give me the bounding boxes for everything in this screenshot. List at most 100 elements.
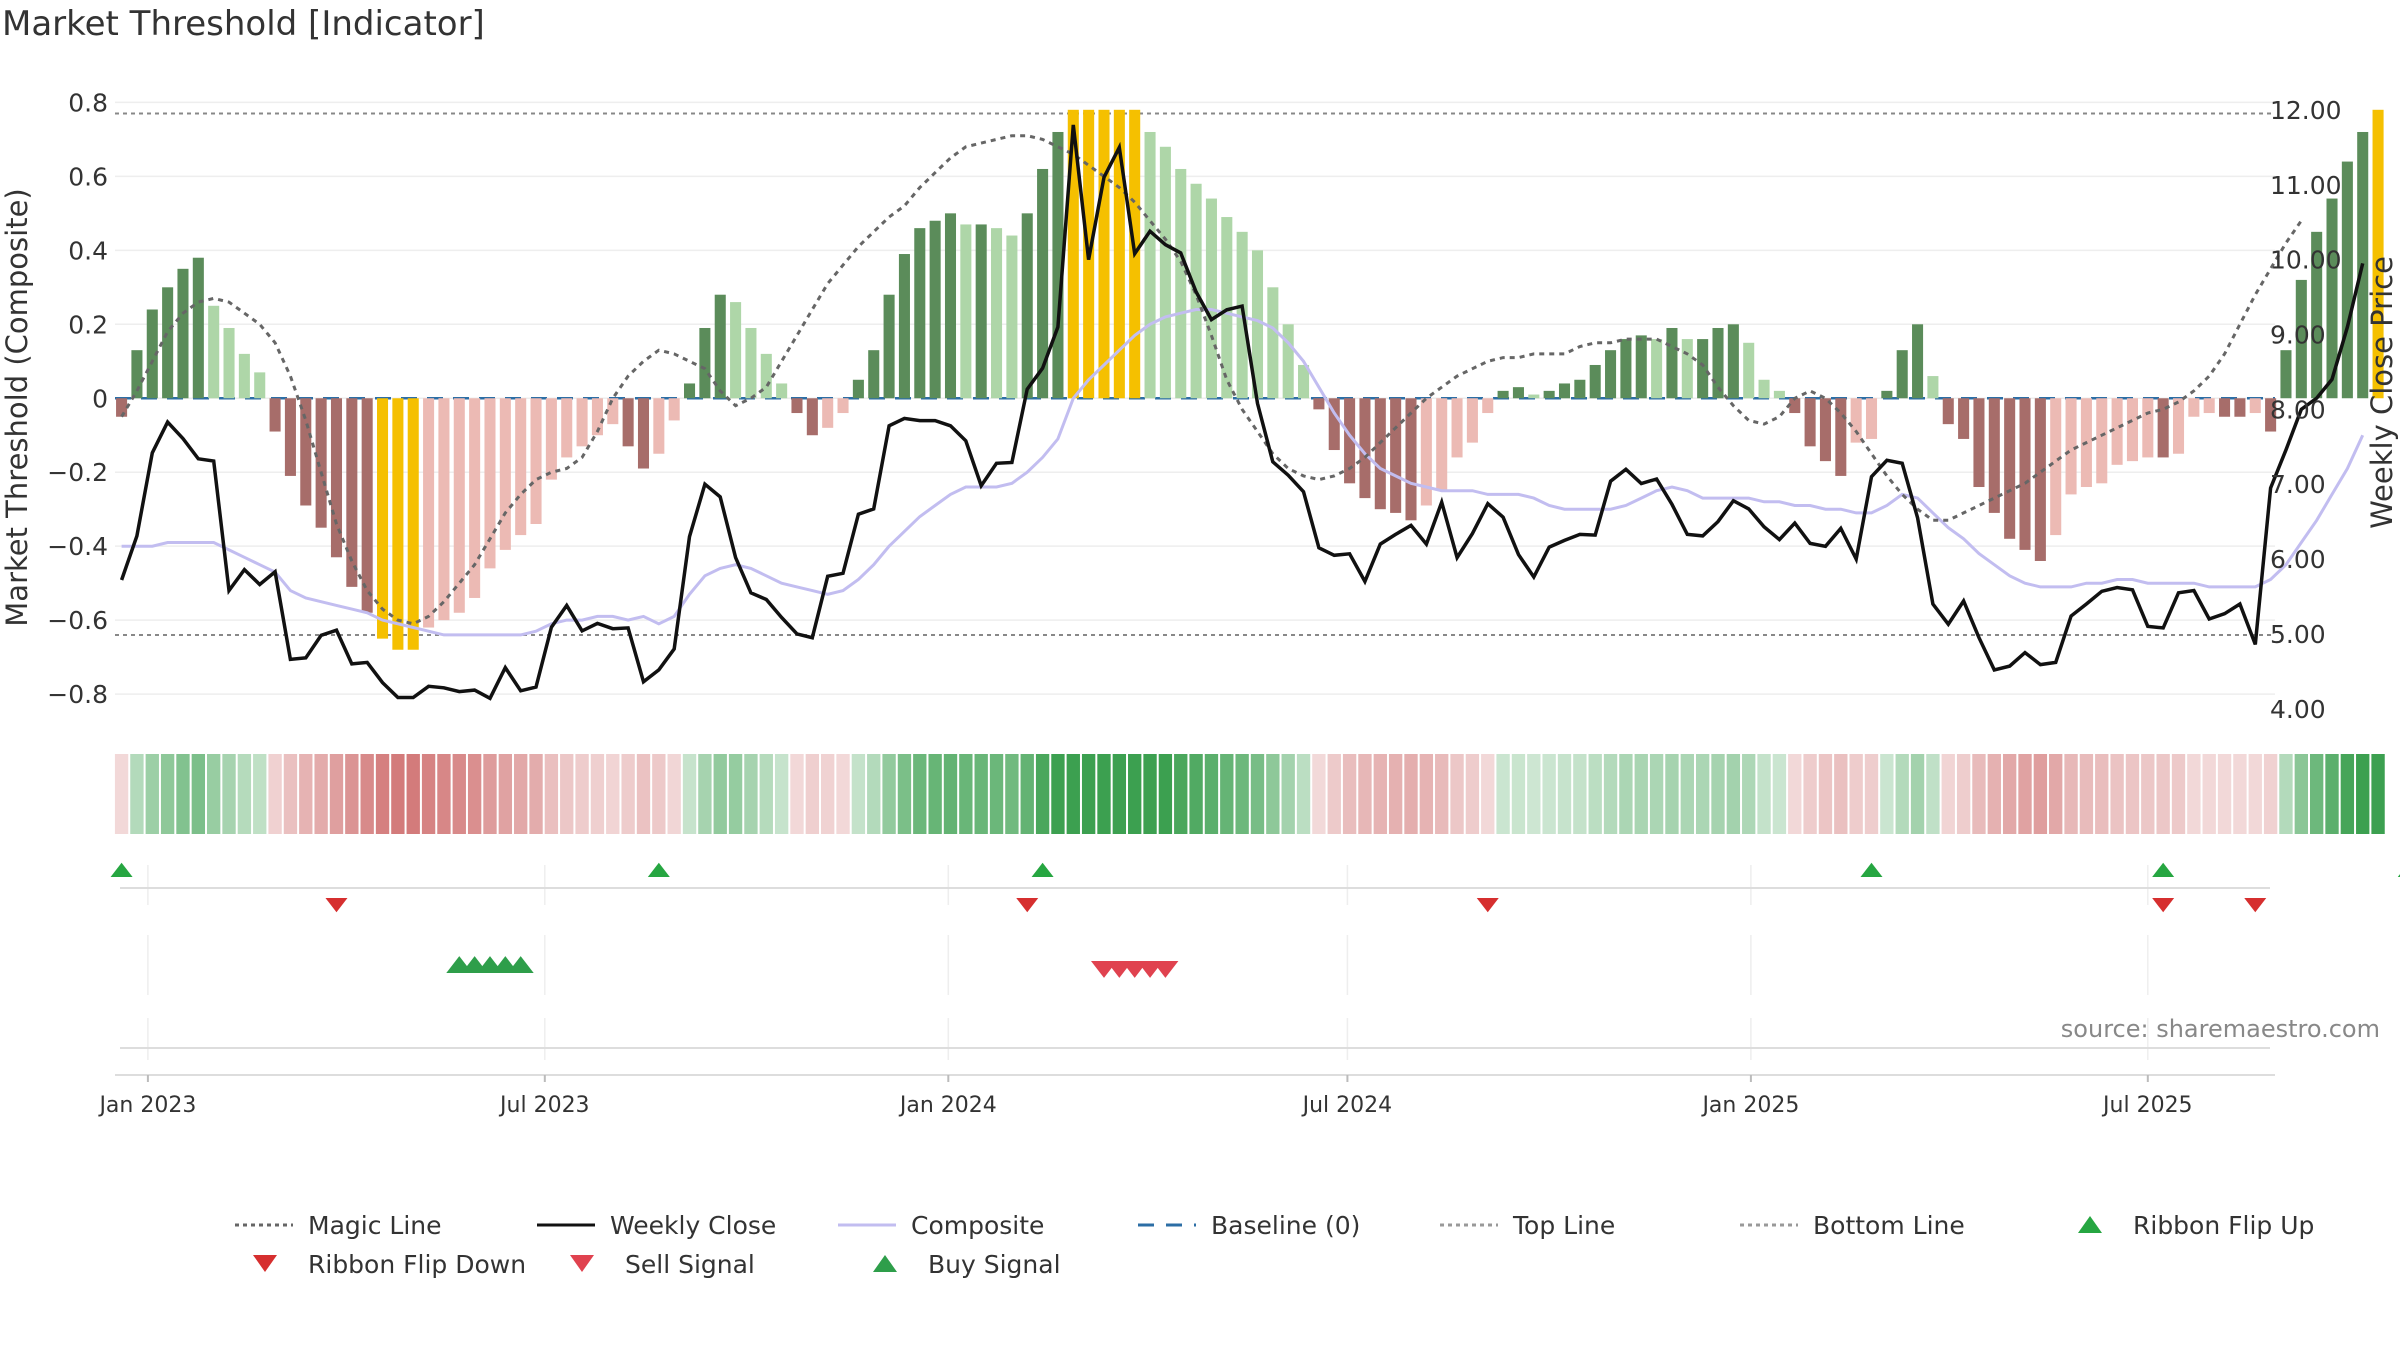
composite-bars: [116, 109, 2384, 650]
ribbon-cell: [1435, 754, 1449, 834]
composite-bar: [2203, 398, 2215, 414]
legend-swatch: [253, 1255, 277, 1272]
left-tick-label: −0.4: [47, 532, 108, 561]
ribbon-cell: [836, 754, 850, 834]
composite-bar: [2249, 398, 2261, 414]
composite-bar: [2219, 398, 2231, 417]
ribbon-cell: [636, 754, 651, 834]
composite-bar: [1221, 217, 1233, 399]
composite-bar: [1405, 398, 1417, 521]
ribbon-cell: [1634, 754, 1648, 834]
ribbon-cell: [237, 754, 252, 834]
ribbon-cell: [1327, 754, 1341, 834]
ribbon-cell: [897, 754, 912, 834]
composite-bar: [1574, 379, 1586, 399]
legend-label: Sell Signal: [625, 1250, 755, 1279]
composite-bar: [1298, 364, 1310, 399]
ribbon-cell: [1511, 754, 1526, 834]
right-tick-label: 8.00: [2270, 395, 2326, 424]
ribbon-cell: [2202, 754, 2216, 834]
composite-bar: [2096, 398, 2108, 484]
ribbon-flip-up-marker: [2397, 874, 2400, 877]
composite-bar: [2034, 398, 2046, 561]
legend: Magic Line Weekly Close Composite Baseline …: [235, 1211, 2314, 1279]
composite-bar: [1896, 350, 1908, 399]
legend-item: Ribbon Flip Down: [253, 1250, 526, 1279]
ribbon-cell: [483, 754, 497, 834]
composite-bar: [668, 398, 680, 421]
left-axis-label: Market Threshold (Composite): [0, 188, 34, 626]
ribbon-flip-down-marker: [2244, 898, 2267, 913]
ribbon-cell: [1081, 754, 1096, 834]
x-tick-label: Jul 2023: [498, 1093, 590, 1118]
ribbon-cell: [176, 754, 190, 834]
ribbon-cell: [329, 754, 344, 834]
ribbon-cell: [2141, 754, 2155, 834]
composite-bar: [1052, 131, 1064, 399]
right-tick-label: 5.00: [2270, 620, 2326, 649]
ribbon-cell: [1312, 754, 1326, 834]
composite-bar: [653, 398, 665, 454]
ribbon-cell: [2217, 754, 2232, 834]
composite-bar: [423, 398, 435, 628]
composite-bar: [2372, 109, 2384, 399]
ribbon-cell: [2279, 754, 2293, 834]
ribbon-cell: [1987, 754, 2001, 834]
ribbon-flip-up-marker: [1031, 862, 1054, 877]
x-tick-label: Jul 2024: [1301, 1093, 1393, 1118]
ribbon-cell: [1005, 754, 1019, 834]
ribbon-cell: [1834, 754, 1848, 834]
composite-bar: [361, 398, 373, 613]
composite-bar: [1835, 398, 1847, 476]
ribbon-flip-down-marker: [1476, 898, 1499, 913]
ribbon-cell: [1818, 754, 1833, 834]
composite-bar: [238, 353, 250, 399]
composite-bar: [699, 327, 711, 399]
ribbon-cell: [1158, 754, 1173, 834]
composite-bar: [1067, 109, 1079, 399]
legend-label: Bottom Line: [1813, 1211, 1965, 1240]
composite-bar: [2019, 398, 2031, 550]
right-tick-label: 10.00: [2270, 246, 2342, 275]
composite-bar: [1497, 390, 1509, 399]
composite-bar: [1865, 398, 1878, 439]
composite-bar: [269, 398, 281, 432]
signal-panels: [110, 862, 2400, 1076]
composite-bar: [1712, 327, 1724, 399]
ribbon-cell: [1895, 754, 1909, 834]
left-tick-label: −0.2: [47, 458, 108, 487]
ribbon-flip-up-marker: [1860, 862, 1883, 877]
ribbon-cell: [882, 754, 896, 834]
composite-bar: [1651, 339, 1663, 399]
composite-bar: [1927, 376, 1939, 399]
composite-bar: [1328, 398, 1340, 451]
composite-bar: [2050, 398, 2062, 536]
ribbon-cell: [253, 754, 267, 834]
ribbon-cell: [667, 754, 681, 834]
composite-bar: [822, 398, 834, 428]
composite-bar: [392, 398, 404, 650]
right-tick-label: 12.00: [2270, 96, 2342, 125]
right-tick-label: 9.00: [2270, 321, 2326, 350]
ribbon-cell: [1204, 754, 1219, 834]
composite-bar: [1743, 342, 1755, 399]
source-note: source: sharemaestro.com: [2060, 1015, 2380, 1043]
composite-bar: [1466, 398, 1478, 443]
composite-bar: [453, 398, 465, 613]
legend-label: Baseline (0): [1211, 1211, 1360, 1240]
composite-bar: [837, 398, 849, 414]
composite-bar: [684, 383, 696, 399]
ribbon-cell: [2033, 754, 2048, 834]
composite-bar: [1942, 398, 1954, 425]
ribbon-cell: [544, 754, 559, 834]
ribbon-cell: [2079, 754, 2094, 834]
composite-bar: [254, 372, 266, 399]
ribbon-cell: [529, 754, 543, 834]
composite-bar: [2280, 350, 2292, 399]
ribbon-cell: [1956, 754, 1971, 834]
ribbon-cell: [1388, 754, 1403, 834]
composite-bar: [1635, 335, 1647, 399]
composite-bar: [561, 398, 573, 458]
legend-item: Baseline (0): [1138, 1211, 1360, 1240]
